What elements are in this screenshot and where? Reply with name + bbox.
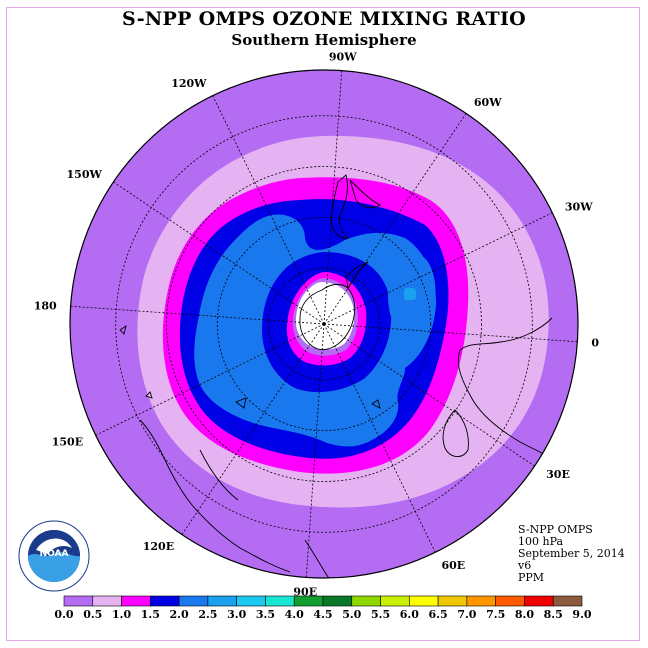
longitude-label: 0 — [591, 337, 599, 350]
graticule — [70, 70, 578, 578]
colorbar-swatch — [207, 595, 237, 607]
colorbar-tick-label: 7.0 — [457, 608, 476, 621]
map-subtitle: Southern Hemisphere — [231, 31, 417, 49]
longitude-label: 30E — [546, 468, 570, 481]
colorbar-swatch — [437, 595, 468, 607]
longitude-label: 120E — [143, 540, 174, 553]
colorbar-tick-label: 9.0 — [572, 608, 591, 621]
colorbar-swatch — [265, 595, 295, 607]
longitude-label: 60W — [474, 96, 502, 109]
colorbar-swatch — [524, 595, 554, 607]
map-info: S-NPP OMPS 100 hPa September 5, 2014 v6 … — [518, 524, 625, 584]
colorbar-tick-label: 0.5 — [83, 608, 102, 621]
colorbar-swatch — [552, 595, 583, 607]
longitude-label: 120W — [171, 77, 207, 90]
colorbar-swatches — [63, 595, 583, 607]
colorbar-swatch — [409, 595, 439, 607]
longitude-label: 150W — [67, 168, 103, 181]
latitude-circle — [216, 216, 432, 432]
noaa-logo: NOAA — [18, 520, 90, 592]
colorbar-tick-label: 7.5 — [486, 608, 505, 621]
logo-text: NOAA — [40, 549, 69, 559]
colorbar-tick-label: 2.0 — [170, 608, 189, 621]
colorbar-tick-label: 1.0 — [112, 608, 131, 621]
colorbar-swatch — [178, 595, 209, 607]
longitude-label: 60E — [441, 559, 465, 572]
colorbar-swatch — [92, 595, 122, 607]
colorbar-tick-label: 8.0 — [515, 608, 534, 621]
colorbar-tick-label: 0.0 — [54, 608, 73, 621]
colorbar-swatch — [236, 595, 266, 607]
colorbar-swatch — [466, 595, 496, 607]
colorbar-tick-label: 1.5 — [141, 608, 160, 621]
longitude-label: 90E — [293, 585, 317, 598]
colorbar-swatch — [380, 595, 410, 607]
longitude-label: 150E — [52, 435, 83, 448]
colorbar-tick-label: 8.5 — [544, 608, 563, 621]
longitude-label: 180 — [34, 299, 57, 312]
colorbar-swatch — [495, 595, 525, 607]
colorbar-swatch — [293, 595, 324, 607]
polar-night-region — [295, 282, 355, 350]
longitude-label: 30W — [565, 201, 593, 214]
colorbar-swatch — [63, 595, 94, 607]
info-version: v6 — [518, 559, 532, 572]
map-title: S-NPP OMPS OZONE MIXING RATIO — [121, 8, 527, 30]
colorbar-tick-label: 6.0 — [400, 608, 419, 621]
colorbar-labels: 0.0 0.5 1.0 1.5 2.0 2.5 3.0 3.5 4.0 4.5 5.0 5.5 6.0 6… — [54, 608, 591, 621]
figure-frame — [6, 7, 640, 641]
colorbar-tick-label: 3.5 — [256, 608, 275, 621]
latitude-circle — [166, 166, 482, 482]
latitude-circle — [267, 267, 381, 381]
ozone-patch-small — [404, 288, 416, 300]
colorbar-tick-label: 4.0 — [285, 608, 304, 621]
colorbar-tick-label: 4.5 — [313, 608, 332, 621]
coastlines — [119, 174, 557, 578]
colorbar-tick-label: 5.0 — [342, 608, 361, 621]
colorbar-swatch — [351, 595, 381, 607]
map-boundary — [69, 69, 579, 579]
info-instrument: S-NPP OMPS — [518, 523, 593, 536]
info-level: 100 hPa — [518, 535, 564, 548]
latitude-circle — [115, 115, 533, 533]
colorbar-tick-label: 2.5 — [198, 608, 217, 621]
info-date: September 5, 2014 — [518, 547, 625, 560]
colorbar-swatch — [150, 595, 180, 607]
longitude-labels: 90W 60W 30W 0 30E 60E 90E 120E 150E 180 150W 120W — [34, 51, 600, 599]
colorbar-swatch — [322, 595, 353, 607]
colorbar-swatch — [121, 595, 151, 607]
south-pole-marker — [322, 322, 326, 326]
longitude-label: 90W — [329, 51, 357, 64]
colorbar-tick-label: 6.5 — [429, 608, 448, 621]
colorbar-tick-label: 3.0 — [227, 608, 246, 621]
info-units: PPM — [518, 571, 545, 584]
colorbar-tick-label: 5.5 — [371, 608, 390, 621]
